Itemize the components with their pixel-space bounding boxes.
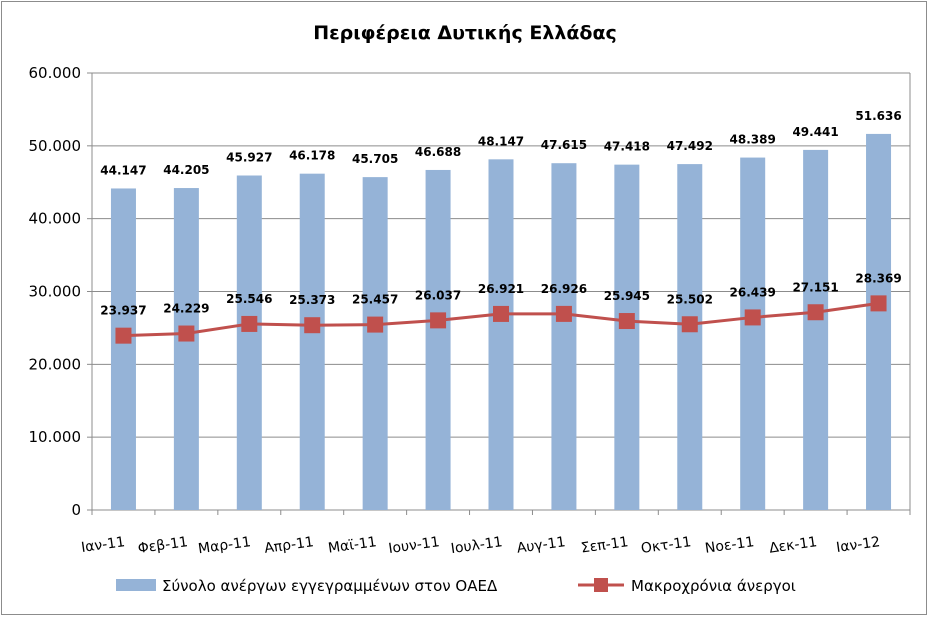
x-tick-label: Νοε-11 (704, 534, 755, 557)
bar (299, 173, 325, 510)
y-axis: 0 10.000 20.000 30.000 40.000 50.000 60.000 (29, 64, 92, 519)
line-marker (807, 304, 824, 321)
bar-data-label: 48.389 (730, 133, 776, 147)
legend-bar-swatch (116, 579, 156, 591)
bar (110, 188, 136, 510)
x-tick-label: Ιαν-12 (835, 534, 881, 556)
legend-line-label: Μακροχρόνια άνεργοι (631, 577, 796, 595)
bar (362, 177, 388, 511)
line-data-label: 28.369 (855, 271, 901, 285)
line-marker (115, 327, 132, 344)
chart-title: Περιφέρεια Δυτικής Ελλάδας (313, 22, 617, 44)
bar (425, 169, 451, 510)
line-data-label: 25.502 (667, 292, 713, 306)
x-tick-label: Μαϊ-11 (327, 534, 378, 557)
bar-data-label: 51.636 (855, 109, 901, 123)
legend-line-marker (594, 578, 608, 592)
gridlines (92, 72, 910, 438)
line-data-label: 26.921 (478, 282, 524, 296)
line-data-label: 25.373 (289, 293, 335, 307)
bar-data-label: 49.441 (792, 125, 838, 139)
legend: Σύνολο ανέργων εγγεγραμμένων στον ΟΑΕΔ Μ… (116, 577, 796, 595)
bar (173, 188, 199, 510)
y-tick-label: 30.000 (29, 283, 82, 301)
bar-data-labels: 44.147 44.205 45.927 46.178 45.705 46.688 48.1… (100, 109, 901, 178)
y-tick-label: 60.000 (29, 64, 82, 82)
x-tick-label: Σεπ-11 (580, 534, 629, 556)
line-marker (367, 316, 384, 333)
bar (488, 159, 514, 510)
bar-data-label: 46.178 (289, 149, 335, 163)
line-data-labels: 23.937 24.229 25.546 25.373 25.457 26.037 26.9… (100, 271, 901, 317)
line-data-label: 23.937 (100, 304, 146, 318)
line-data-label: 25.457 (352, 293, 398, 307)
line-marker (178, 325, 195, 342)
bar-data-label: 45.927 (226, 150, 272, 164)
line-data-label: 25.945 (604, 289, 650, 303)
bar-data-label: 47.615 (541, 138, 587, 152)
line-marker (870, 295, 887, 312)
bar-data-label: 47.492 (667, 139, 713, 153)
y-tick-label: 40.000 (29, 210, 82, 228)
x-axis: Ιαν-11 Φεβ-11 Μαρ-11 Απρ-11 Μαϊ-11 Ιουν-11 Ιου… (80, 510, 911, 557)
x-tick-label: Φεβ-11 (137, 534, 189, 557)
line-marker (241, 315, 258, 332)
line-series (115, 295, 887, 344)
x-tick-label: Αυγ-11 (516, 534, 567, 557)
line-marker (555, 305, 572, 322)
x-tick-label: Ιουν-11 (387, 534, 440, 557)
bar (551, 163, 577, 510)
line-marker (618, 313, 635, 330)
x-tick-label: Μαρ-11 (197, 534, 252, 557)
x-tick-label: Ιαν-11 (80, 534, 126, 556)
bar (677, 164, 703, 511)
y-tick-label: 20.000 (29, 355, 82, 373)
line-marker (493, 305, 509, 322)
line-data-label: 27.151 (792, 280, 838, 294)
bar-data-label: 45.705 (352, 152, 398, 166)
bar (236, 175, 262, 510)
y-tick-label: 10.000 (29, 428, 82, 446)
line-data-label: 26.926 (541, 282, 587, 296)
line-marker (430, 312, 447, 329)
line-marker (681, 316, 698, 333)
line-data-label: 26.037 (415, 288, 461, 302)
bar (866, 133, 892, 511)
line-marker (304, 317, 321, 334)
bar-data-label: 44.147 (100, 163, 146, 177)
bar-series (110, 133, 892, 511)
bar (740, 157, 766, 511)
bar-data-label: 48.147 (478, 134, 524, 148)
y-tick-label: 50.000 (29, 137, 82, 155)
legend-bar-label: Σύνολο ανέργων εγγεγραμμένων στον ΟΑΕΔ (162, 577, 498, 595)
bar (614, 164, 640, 510)
bar (803, 149, 829, 510)
bar-data-label: 44.205 (163, 163, 209, 177)
line-data-label: 25.546 (226, 292, 272, 306)
line-marker (744, 309, 761, 326)
x-tick-label: Ιουλ-11 (450, 534, 504, 557)
x-tick-label: Δεκ-11 (768, 534, 818, 557)
y-tick-label: 0 (71, 501, 81, 519)
line-data-label: 24.229 (163, 302, 209, 316)
line-data-label: 26.439 (730, 285, 776, 299)
bar-data-label: 47.418 (604, 140, 650, 154)
x-tick-label: Οκτ-11 (640, 534, 692, 557)
x-tick-label: Απρ-11 (263, 534, 315, 557)
bar-data-label: 46.688 (415, 145, 461, 159)
